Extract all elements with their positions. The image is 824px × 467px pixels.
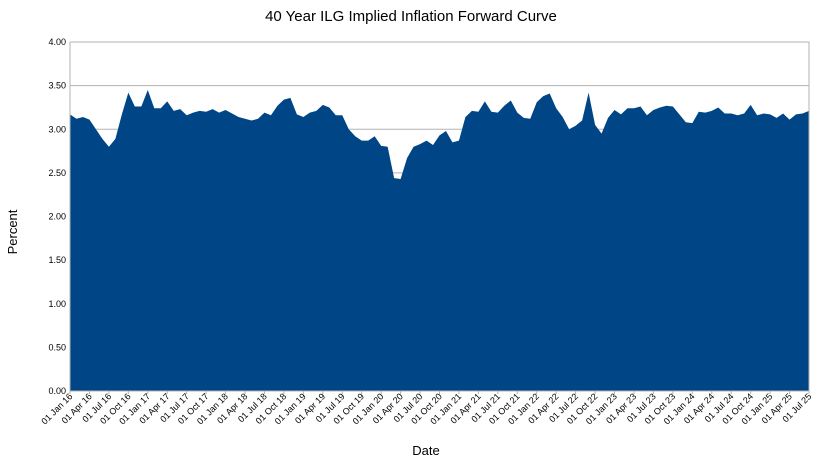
y-tick-label: 2.50 xyxy=(48,168,66,178)
chart-title: 40 Year ILG Implied Inflation Forward Cu… xyxy=(265,8,557,25)
x-axis-title: Date xyxy=(412,443,439,458)
y-tick-label: 3.50 xyxy=(48,81,66,91)
y-tick-label: 1.00 xyxy=(48,299,66,309)
y-tick-label: 3.00 xyxy=(48,124,66,134)
series-area xyxy=(70,89,809,392)
y-tick-label: 0.50 xyxy=(48,342,66,352)
y-tick-label: 1.50 xyxy=(48,255,66,265)
y-tick-label: 0.00 xyxy=(48,386,66,396)
y-axis-title: Percent xyxy=(5,209,20,254)
y-tick-label: 2.00 xyxy=(48,212,66,222)
series-layer xyxy=(70,89,809,392)
y-axis: 0.00 0.50 1.00 1.50 2.00 2.50 3.00 3.50 4.00 xyxy=(48,37,66,396)
y-tick-label: 4.00 xyxy=(48,37,66,47)
